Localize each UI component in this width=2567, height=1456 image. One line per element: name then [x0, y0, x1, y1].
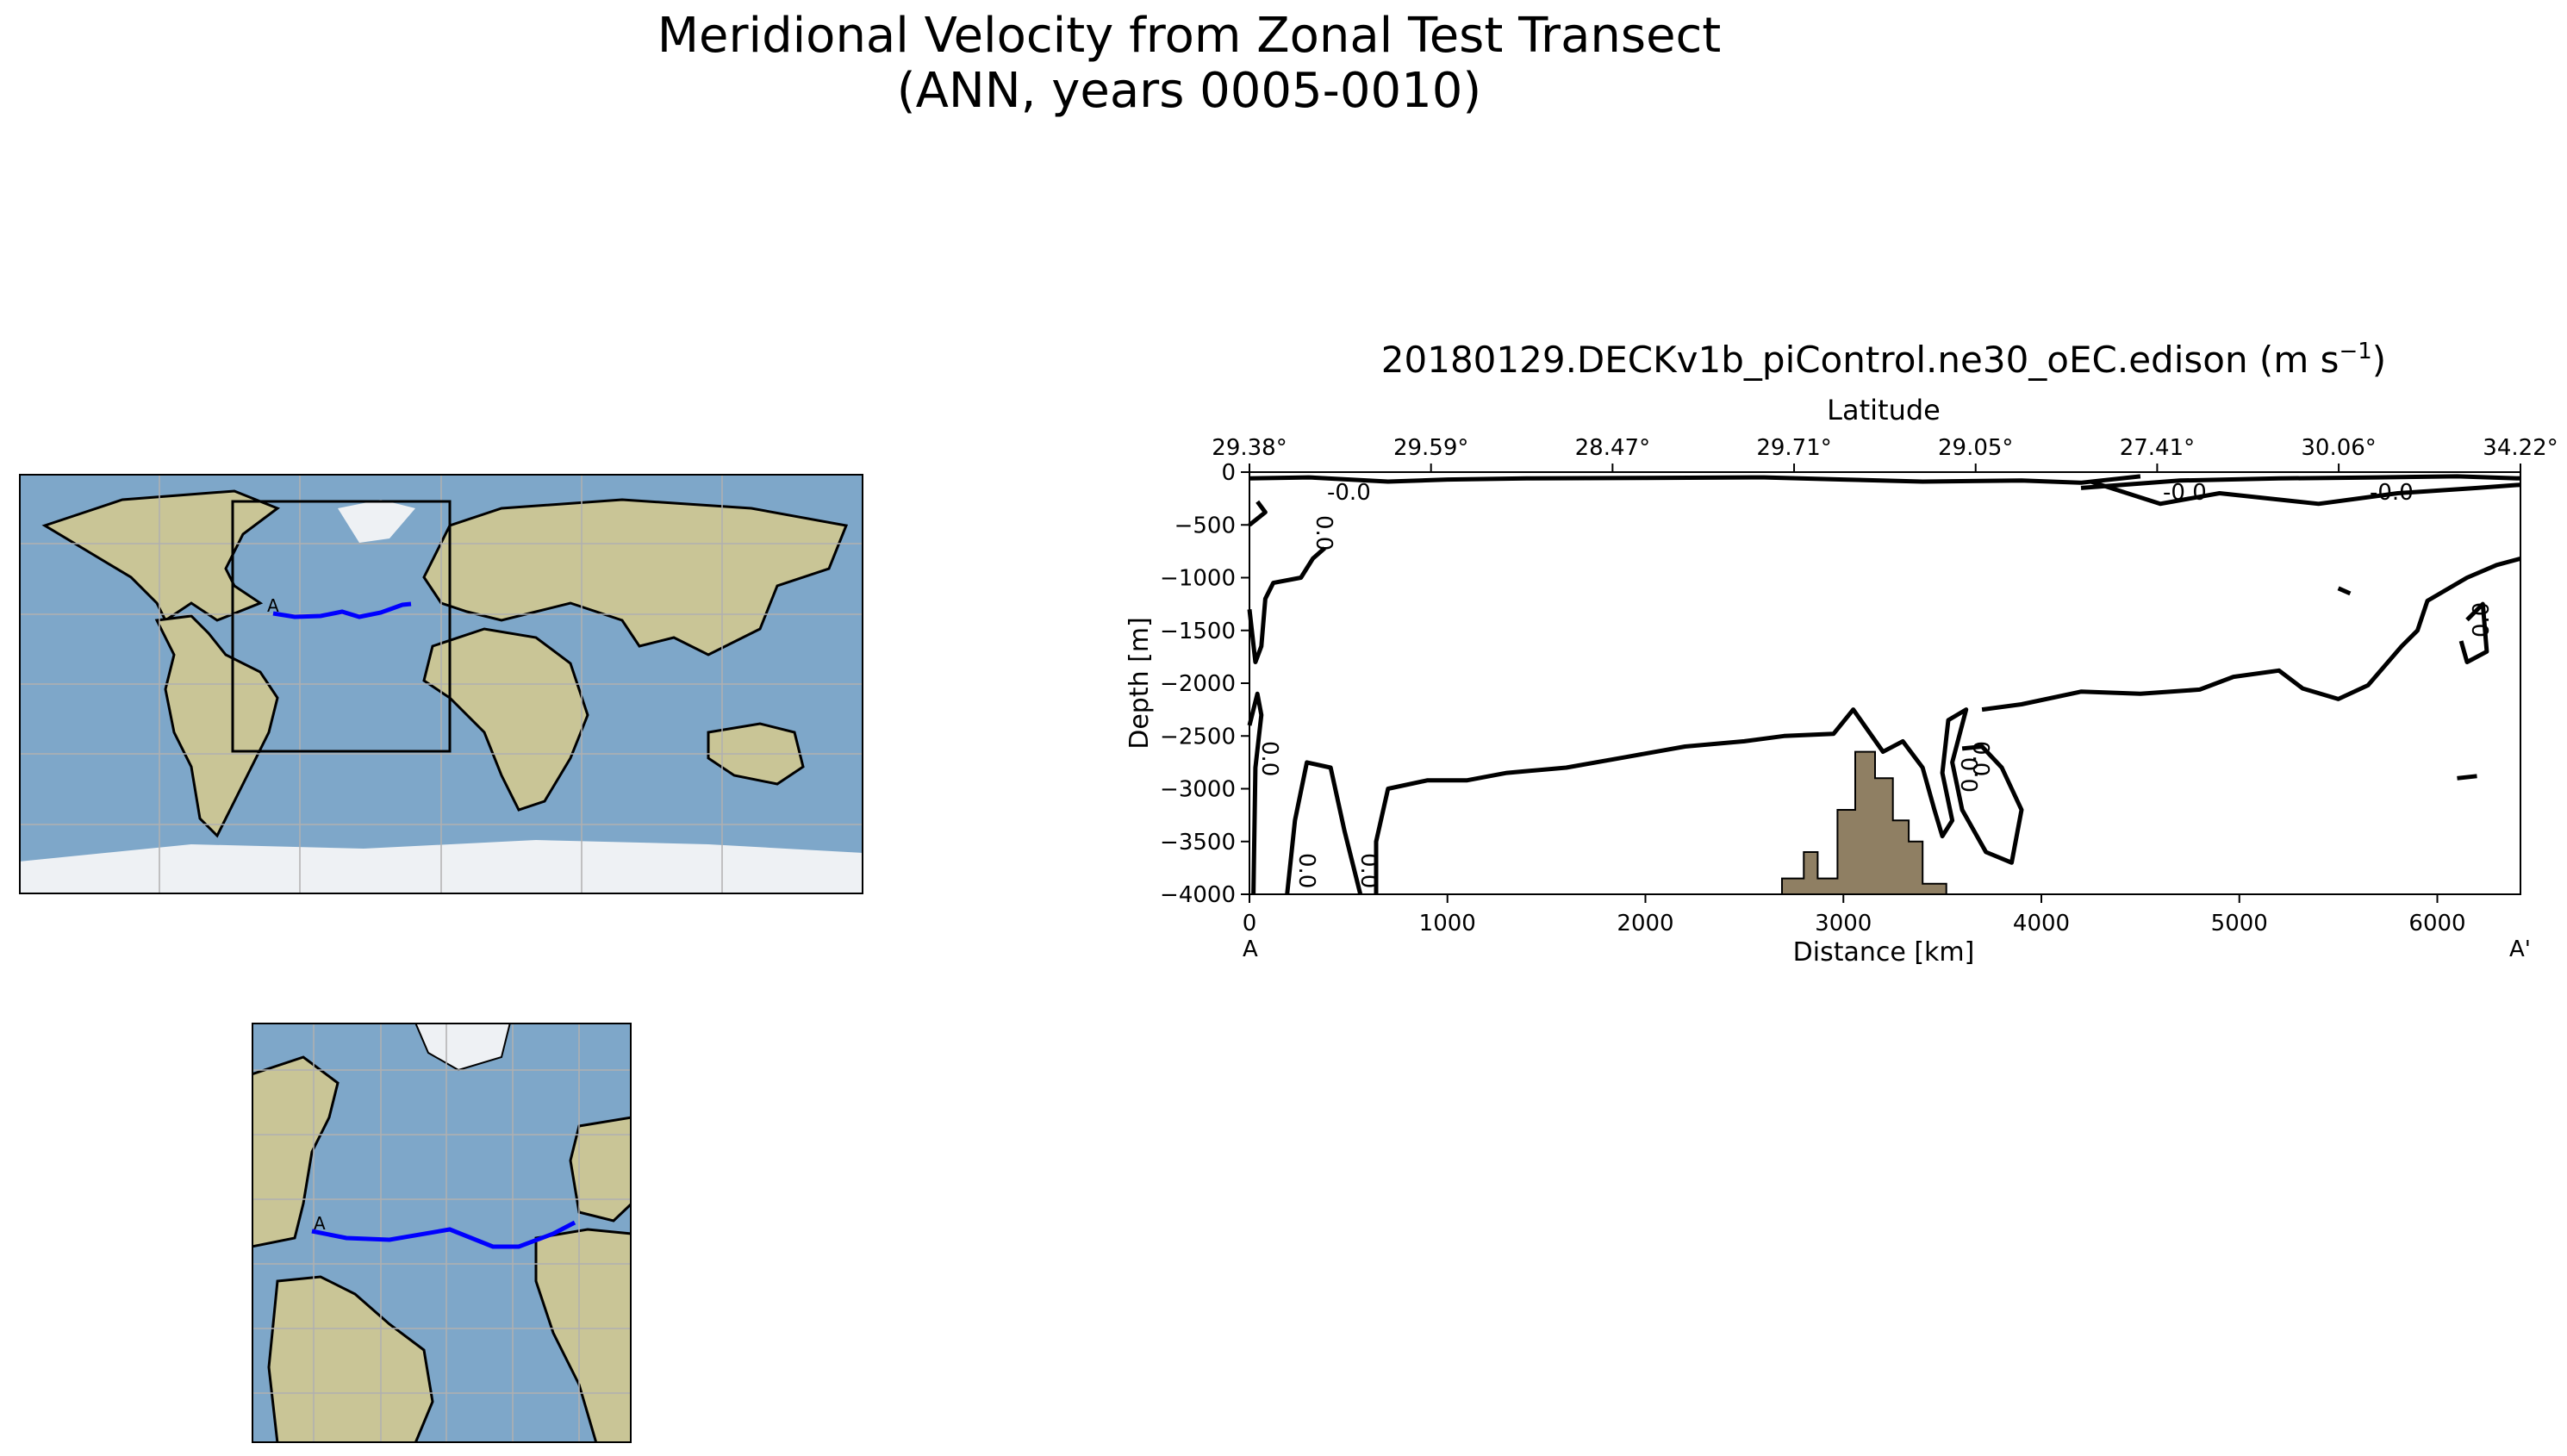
world-map: A	[19, 474, 863, 894]
world-gridlines	[19, 474, 863, 894]
zero-contour-line	[1285, 760, 1363, 895]
x-axis-label: Distance [km]	[1793, 937, 1975, 968]
y-tick-label: −2000	[1160, 671, 1236, 697]
y-tick-label: −3500	[1160, 830, 1236, 856]
zero-contour-line	[1248, 500, 1268, 527]
contour-label-neg: -0.0	[1327, 480, 1371, 506]
x-tick-label: 2000	[1617, 911, 1673, 936]
y-axis-ticks: 0 −500 −1000 −1500 −2000 −2500 −3000 −3500 −4000	[1160, 460, 1249, 908]
transect-line	[272, 601, 412, 619]
endpoint-label-end: A'	[2509, 936, 2531, 962]
top-tick-label: 27.41°	[2120, 435, 2195, 461]
plot-title-end: )	[2372, 339, 2386, 381]
zero-contour-line	[1247, 691, 1264, 895]
zero-contour-line	[2337, 586, 2352, 596]
x-tick-label: 1000	[1419, 911, 1476, 936]
zero-contour-line	[1249, 474, 2141, 485]
top-tick-label: 29.38°	[1212, 435, 1287, 461]
endpoint-label-start: A	[1243, 936, 1258, 962]
x-axis-ticks: 0 1000 2000 3000 4000 5000 6000	[1243, 894, 2466, 936]
x-tick-label: 4000	[2013, 911, 2070, 936]
zero-contour-line	[1247, 546, 1326, 664]
top-tick-label: 29.05°	[1938, 435, 2013, 461]
zero-contour-line	[1981, 556, 2521, 712]
y-axis-label: Depth [m]	[1125, 617, 1155, 750]
x-tick-label: 5000	[2211, 911, 2268, 936]
contour-label: 0.0	[1311, 515, 1336, 551]
y-tick-label: −4000	[1160, 882, 1236, 908]
zoom-transect-label-start: A	[314, 1213, 326, 1234]
y-tick-label: −500	[1174, 513, 1236, 538]
plot-title-sup: −1	[2339, 339, 2371, 364]
figure-suptitle: Meridional Velocity from Zonal Test Tran…	[0, 9, 2378, 119]
zoom-land	[252, 1055, 632, 1443]
top-tick-label: 30.06°	[2301, 435, 2376, 461]
plot-title-main: 20180129.DECKv1b_piControl.ne30_oEC.edis…	[1381, 339, 2340, 381]
plot-title: 20180129.DECKv1b_piControl.ne30_oEC.edis…	[1381, 339, 2386, 381]
transect-label-start: A	[267, 595, 279, 616]
y-tick-label: −1500	[1160, 619, 1236, 644]
top-axis-label: Latitude	[1827, 394, 1941, 426]
y-tick-label: 0	[1221, 460, 1236, 486]
top-axis-ticks: 29.38° 29.59° 28.47° 29.71° 29.05° 27.41° 30.0…	[1212, 435, 2558, 472]
top-tick-label: 29.71°	[1756, 435, 1831, 461]
contour-label: 0.0	[1256, 741, 1282, 776]
transect-plot: 20180129.DECKv1b_piControl.ne30_oEC.edis…	[1125, 339, 2558, 968]
world-map-frame	[19, 474, 863, 894]
suptitle-line-2: (ANN, years 0005-0010)	[896, 63, 1482, 119]
y-tick-label: −1000	[1160, 566, 1236, 592]
contour-labels: 0.0 0.0 0.0 0.0 0.0 0.0 0.0 -0.0 -0.0 -0…	[1256, 480, 2495, 888]
x-tick-label: 3000	[1815, 911, 1872, 936]
zoom-gridlines	[252, 1023, 632, 1443]
zero-contours	[1247, 474, 2521, 895]
zero-contour-line	[1374, 707, 2024, 894]
contour-label: 0.0	[1967, 741, 1993, 776]
zero-contour-line	[2090, 479, 2521, 507]
contour-label: 0.0	[2469, 602, 2495, 638]
y-tick-label: −3000	[1160, 777, 1236, 803]
top-tick-label: 29.59°	[1393, 435, 1468, 461]
contour-label-neg: -0.0	[2370, 480, 2414, 506]
x-tick-label: 6000	[2408, 911, 2465, 936]
top-tick-label: 34.22°	[2483, 435, 2558, 461]
zero-contour-line	[2080, 474, 2521, 490]
world-land	[41, 489, 849, 838]
plot-area	[1247, 474, 2521, 895]
zoom-map: A	[252, 1023, 632, 1443]
suptitle-line-1: Meridional Velocity from Zonal Test Tran…	[657, 8, 1722, 64]
zoom-ice	[414, 1023, 512, 1072]
contour-label-neg: -0.0	[2163, 480, 2207, 506]
contour-label: 0.0	[1293, 853, 1319, 888]
zoom-map-frame	[252, 1023, 632, 1443]
zoom-extent-box	[231, 500, 452, 753]
zero-contour-line	[2457, 774, 2477, 781]
x-tick-label: 0	[1243, 911, 1257, 936]
contour-label: 0.0	[1355, 853, 1381, 888]
zoom-transect-line	[311, 1220, 576, 1249]
top-tick-label: 28.47°	[1575, 435, 1650, 461]
contour-label: 0.0	[1958, 757, 1984, 793]
y-tick-label: −2500	[1160, 724, 1236, 750]
bathymetry	[1781, 750, 1947, 895]
zero-contour-line	[2458, 601, 2489, 664]
